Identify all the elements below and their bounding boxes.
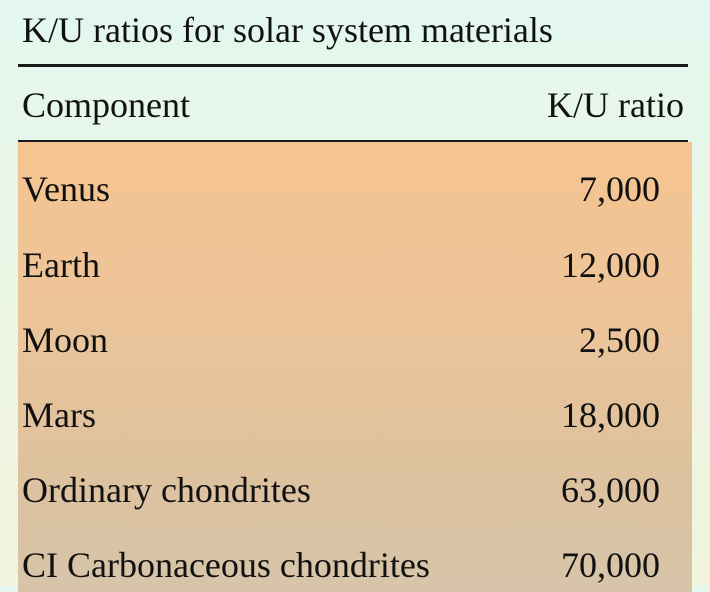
column-header-ratio: K/U ratio (547, 85, 684, 125)
row-ratio: 70,000 (561, 545, 660, 585)
header-rule (18, 140, 688, 142)
table-row: CI Carbonaceous chondrites 70,000 (0, 540, 710, 590)
table-body-panel (18, 142, 692, 592)
table-row: Mars 18,000 (0, 390, 710, 440)
top-rule (18, 64, 688, 67)
row-component: Mars (22, 395, 96, 435)
row-component: Ordinary chondrites (22, 470, 311, 510)
table-row: Moon 2,500 (0, 315, 710, 365)
row-component: Moon (22, 320, 109, 360)
row-ratio: 7,000 (579, 169, 660, 209)
table-row: Ordinary chondrites 63,000 (0, 465, 710, 515)
row-ratio: 18,000 (561, 395, 660, 435)
row-component: Earth (22, 245, 100, 285)
table-title: K/U ratios for solar system materials (22, 10, 553, 50)
row-component: Venus (22, 169, 110, 209)
row-ratio: 12,000 (561, 245, 660, 285)
column-header-component: Component (22, 85, 190, 125)
table-row: Earth 12,000 (0, 240, 710, 290)
header-row: Component K/U ratio (0, 80, 710, 130)
row-component: CI Carbonaceous chondrites (22, 545, 430, 585)
row-ratio: 63,000 (561, 470, 660, 510)
row-ratio: 2,500 (579, 320, 660, 360)
table-row: Venus 7,000 (0, 164, 710, 214)
